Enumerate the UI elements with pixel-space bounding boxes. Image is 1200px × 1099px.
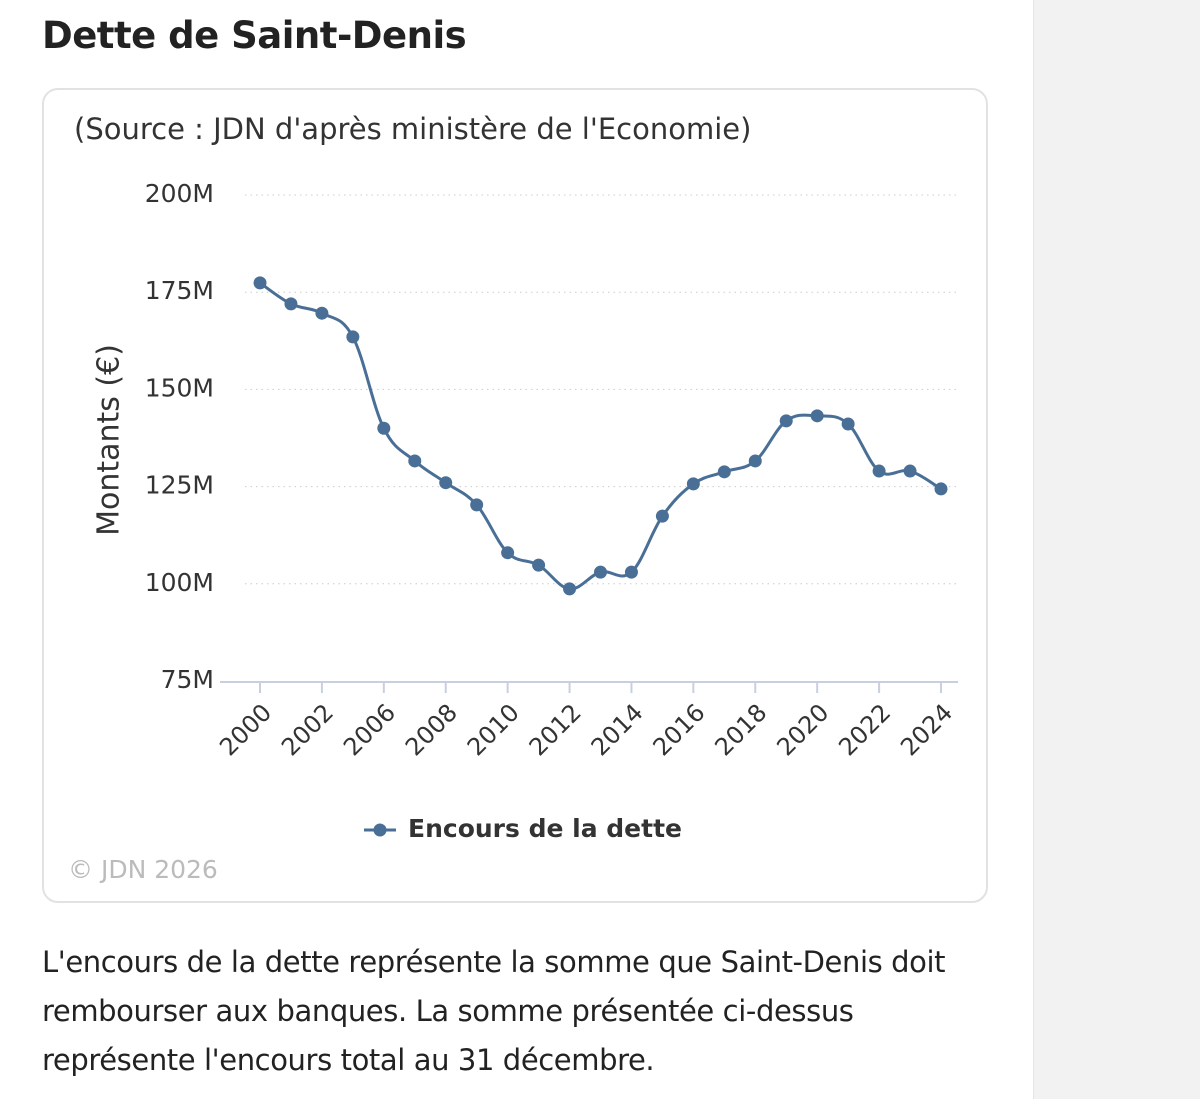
point: [563, 582, 577, 596]
point: [810, 409, 824, 423]
legend-marker: [373, 823, 387, 837]
point: [377, 421, 391, 435]
x-tick-label: 2014: [586, 698, 649, 761]
point: [717, 465, 731, 479]
point: [686, 477, 700, 491]
point: [624, 565, 638, 579]
chart-title: (Source : JDN d'après ministère de l'Eco…: [74, 112, 751, 146]
x-tick-label: 2018: [709, 698, 772, 761]
copyright: © JDN 2026: [68, 855, 218, 884]
y-tick-label: 125M: [145, 471, 214, 500]
y-tick-label: 100M: [145, 568, 214, 597]
point: [315, 306, 329, 320]
point: [346, 330, 360, 344]
x-tick-label: 2012: [524, 698, 587, 761]
point: [253, 276, 267, 290]
sidebar: [1033, 0, 1200, 1099]
point: [841, 417, 855, 431]
legend-label: Encours de la dette: [408, 814, 682, 843]
x-tick-label: 2002: [276, 698, 339, 761]
point: [532, 558, 546, 572]
point: [501, 546, 515, 560]
point: [903, 464, 917, 478]
y-tick-label: 75M: [161, 665, 214, 694]
x-tick-label: 2006: [338, 698, 401, 761]
point: [872, 464, 886, 478]
y-tick-label: 175M: [145, 276, 214, 305]
point: [439, 476, 453, 490]
y-tick-label: 150M: [145, 373, 214, 402]
x-tick-label: 2016: [648, 698, 711, 761]
point: [408, 454, 422, 468]
point: [779, 414, 793, 428]
x-tick-label: 2020: [771, 698, 834, 761]
y-tick-label: 200M: [145, 179, 214, 208]
chart-card: [42, 88, 988, 903]
point: [594, 565, 607, 579]
x-tick-label: 2024: [895, 698, 958, 761]
chart: (Source : JDN d'après ministère de l'Eco…: [68, 112, 958, 884]
x-tick-label: 2000: [214, 698, 277, 761]
point: [470, 498, 484, 512]
point: [655, 509, 669, 523]
point: [748, 454, 762, 468]
heading: Dette de Saint-Denis: [42, 14, 467, 57]
point: [284, 297, 298, 311]
line: [259, 281, 942, 591]
y-axis-label: Montants (€): [92, 344, 127, 536]
point: [934, 482, 948, 496]
x-tick-label: 2008: [400, 698, 463, 761]
x-tick-label: 2010: [462, 698, 525, 761]
x-tick-label: 2022: [833, 698, 896, 761]
description: L'encours de la dette représente la somm…: [42, 945, 946, 1077]
